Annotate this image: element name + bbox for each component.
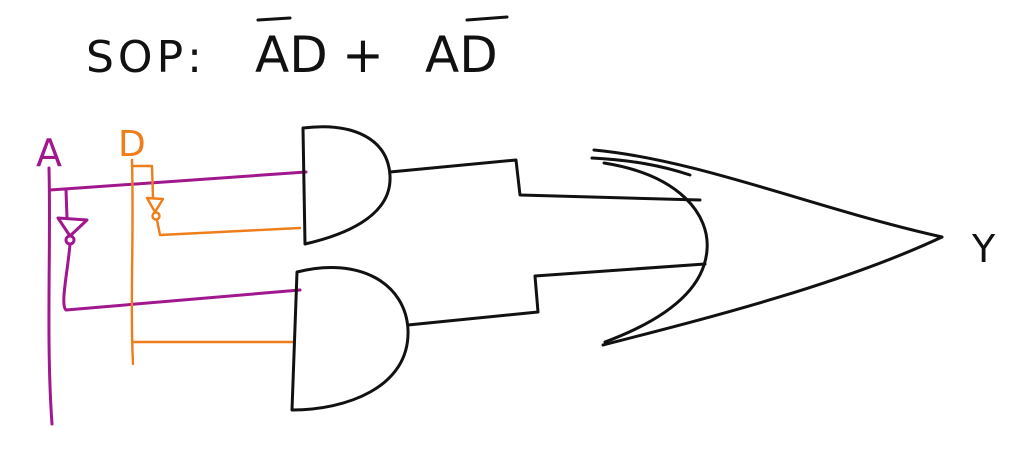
sop-prefix: SOP: xyxy=(86,32,206,83)
a-inverter-tap xyxy=(64,188,69,220)
or-gate-bottom xyxy=(601,235,944,347)
and-gate-1 xyxy=(301,125,392,246)
wire-a xyxy=(47,166,308,426)
wire-d xyxy=(130,158,302,366)
d-inverted-to-gate1 xyxy=(155,218,302,237)
a-inverter-triangle xyxy=(56,216,89,238)
a-inverted-to-gate2 xyxy=(62,242,302,312)
and-gate-2 xyxy=(290,266,410,412)
d-inverter-bubble xyxy=(151,211,161,221)
a-bus xyxy=(47,166,54,426)
plus-sign: + xyxy=(342,26,384,84)
or-gate-top-stroke2 xyxy=(590,156,692,177)
gate1-output-wire xyxy=(388,158,702,202)
input-d-label: D xyxy=(118,124,146,165)
d-bus xyxy=(130,158,135,366)
a-to-gate1 xyxy=(48,170,308,192)
term-2: AD xyxy=(425,26,498,84)
overbar-a xyxy=(256,16,292,22)
term-1: AD xyxy=(255,26,328,84)
output-y-label: Y xyxy=(971,227,996,271)
d-inverter-triangle xyxy=(145,196,165,214)
d-inverter-tap xyxy=(130,164,155,200)
gate2-output-wire xyxy=(406,262,707,327)
or-gate-top xyxy=(592,148,944,239)
sop-expression: SOP: AD + AD xyxy=(86,26,498,84)
overbar-d xyxy=(465,15,509,22)
or-gate-back xyxy=(602,161,709,344)
